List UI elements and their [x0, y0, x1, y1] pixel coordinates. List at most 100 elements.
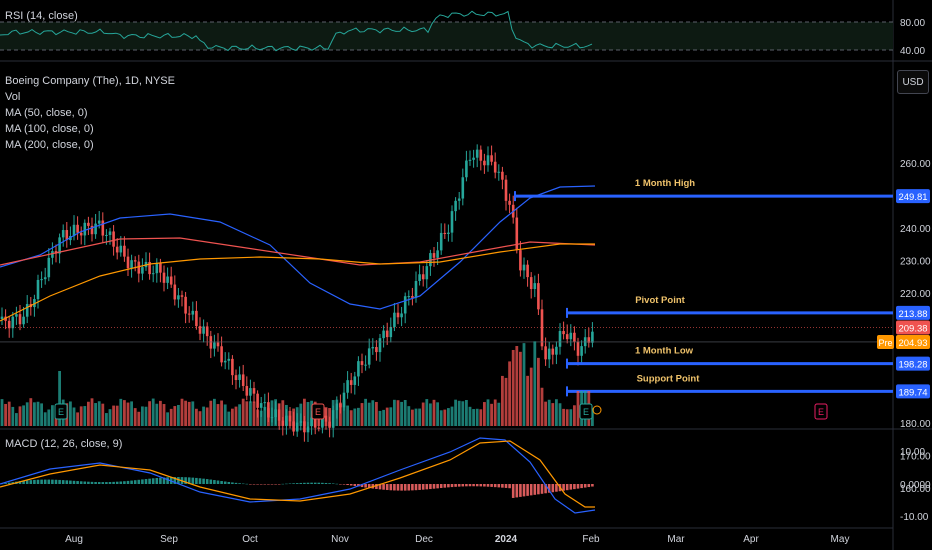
macd-hist-bar	[198, 478, 202, 484]
indicator-ma200[interactable]: MA (200, close, 0)	[5, 139, 94, 151]
candle-body	[483, 160, 486, 166]
volume-bar	[209, 400, 213, 426]
volume-bar	[389, 407, 393, 426]
candle-body	[443, 232, 447, 234]
macd-hist-bar	[205, 479, 209, 484]
macd-hist-bar	[281, 483, 285, 485]
macd-hist-bar	[439, 484, 443, 489]
volume-bar	[263, 406, 267, 426]
volume-bar	[299, 403, 303, 426]
candle-body	[306, 426, 310, 433]
time-axis-tick: Oct	[242, 534, 258, 545]
macd-hist-bar	[159, 477, 162, 484]
time-axis-tick: Dec	[415, 534, 433, 545]
volume-bar	[346, 405, 349, 426]
macd-hist-bar	[177, 477, 180, 484]
volume-bar	[501, 375, 504, 426]
candle-body	[576, 341, 580, 356]
macd-hist-bar	[522, 484, 526, 497]
volume-bar	[72, 407, 76, 426]
earnings-marker	[579, 403, 593, 420]
volume-bar	[141, 406, 144, 426]
macd-hist-bar	[414, 484, 418, 491]
macd-hist-bar	[241, 483, 245, 485]
ma50-line	[0, 185, 596, 310]
candle-body	[7, 320, 11, 329]
candle-body	[425, 266, 429, 280]
volume-bar	[573, 405, 576, 426]
macd-hist-bar	[11, 482, 15, 484]
volume-bar	[519, 351, 522, 426]
macd-hist-bar	[486, 484, 490, 487]
volume-bar	[15, 413, 18, 426]
volume-bar	[213, 398, 216, 426]
macd-hist-bar	[497, 484, 501, 488]
macd-hist-bar	[4, 483, 7, 484]
macd-hist-bar	[256, 484, 259, 485]
volume-bar	[371, 400, 375, 426]
rsi-line	[0, 10, 593, 52]
candle-body	[457, 198, 461, 201]
volume-bar	[497, 402, 501, 426]
volume-bar	[533, 341, 537, 426]
volume-bar	[47, 409, 51, 426]
pre-tag-text: Pre	[878, 338, 892, 348]
candle-body	[40, 279, 43, 281]
volume-bar	[25, 402, 29, 426]
indicator-volume[interactable]: Vol	[5, 91, 21, 103]
candle-body	[349, 380, 353, 385]
rsi-legend: RSI (14, close)	[5, 8, 78, 24]
volume-bar	[555, 399, 558, 426]
macd-hist-bar	[108, 481, 112, 484]
time-axis-tick: Mar	[667, 534, 685, 545]
rsi-axis-tick: 40.00	[900, 46, 925, 57]
candle-body	[508, 200, 511, 205]
macd-hist-bar	[83, 481, 87, 484]
volume-bar	[515, 346, 519, 426]
symbol-title[interactable]: Boeing Company (The), 1D, NYSE	[5, 75, 175, 87]
volume-bar	[245, 401, 249, 426]
macd-hist-bar	[587, 484, 591, 488]
candle-body	[565, 334, 569, 340]
candle-body	[447, 232, 450, 234]
volume-bar	[105, 413, 108, 426]
volume-bar	[328, 408, 331, 426]
macd-hist-bar	[245, 483, 249, 485]
macd-hist-bar	[407, 484, 411, 491]
macd-label[interactable]: MACD (12, 26, close, 9)	[5, 438, 123, 450]
indicator-ma100[interactable]: MA (100, close, 0)	[5, 123, 94, 135]
macd-hist-bar	[191, 477, 195, 484]
macd-hist-bar	[231, 482, 234, 484]
candle-body	[346, 380, 349, 393]
candles	[0, 144, 594, 442]
candle-body	[519, 250, 522, 271]
candle-body	[166, 276, 169, 283]
candle-body	[245, 385, 249, 396]
candle-body	[205, 326, 209, 337]
indicator-ma50[interactable]: MA (50, close, 0)	[5, 107, 88, 119]
macd-hist-bar	[313, 482, 317, 484]
volume-bar	[277, 403, 281, 426]
volume-bar	[522, 343, 526, 426]
candle-body	[468, 159, 472, 161]
candle-body	[555, 346, 558, 355]
candle-body	[562, 331, 565, 335]
macd-hist-bar	[25, 480, 29, 484]
currency-button[interactable]: USD	[897, 70, 929, 94]
macd-hist-bar	[508, 484, 511, 489]
candle-body	[87, 222, 90, 226]
macd-hist-bar	[187, 477, 191, 484]
volume-bar	[231, 408, 234, 426]
volume-bar	[119, 398, 123, 426]
candle-body	[407, 296, 411, 298]
rsi-label: RSI (14, close)	[5, 10, 78, 22]
candle-body	[115, 246, 119, 253]
macd-hist-bar	[213, 480, 216, 484]
candle-body	[177, 295, 180, 300]
candle-body	[148, 261, 151, 275]
level-price-badge-text: 249.81	[898, 192, 927, 203]
candle-body	[529, 277, 533, 290]
macd-hist-bar	[533, 484, 537, 495]
macd-hist-bar	[123, 481, 126, 484]
